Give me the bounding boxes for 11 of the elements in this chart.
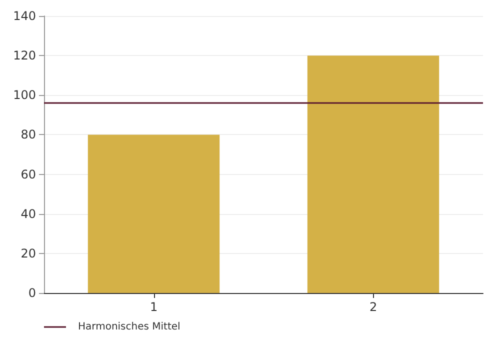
y-tick-label: 0 — [28, 286, 36, 300]
y-tick-label: 20 — [20, 246, 36, 260]
legend-label: Harmonisches Mittel — [78, 322, 180, 332]
y-tick-label: 140 — [13, 9, 36, 23]
y-tick-label: 40 — [20, 206, 36, 221]
y-tick-label: 120 — [13, 48, 36, 63]
y-tick-label: 80 — [20, 128, 36, 142]
x-tick-label: 1 — [150, 300, 158, 314]
y-tick-label: 100 — [13, 88, 36, 102]
y-tick-label: 60 — [20, 167, 36, 182]
x-tick-label: 2 — [369, 300, 378, 314]
